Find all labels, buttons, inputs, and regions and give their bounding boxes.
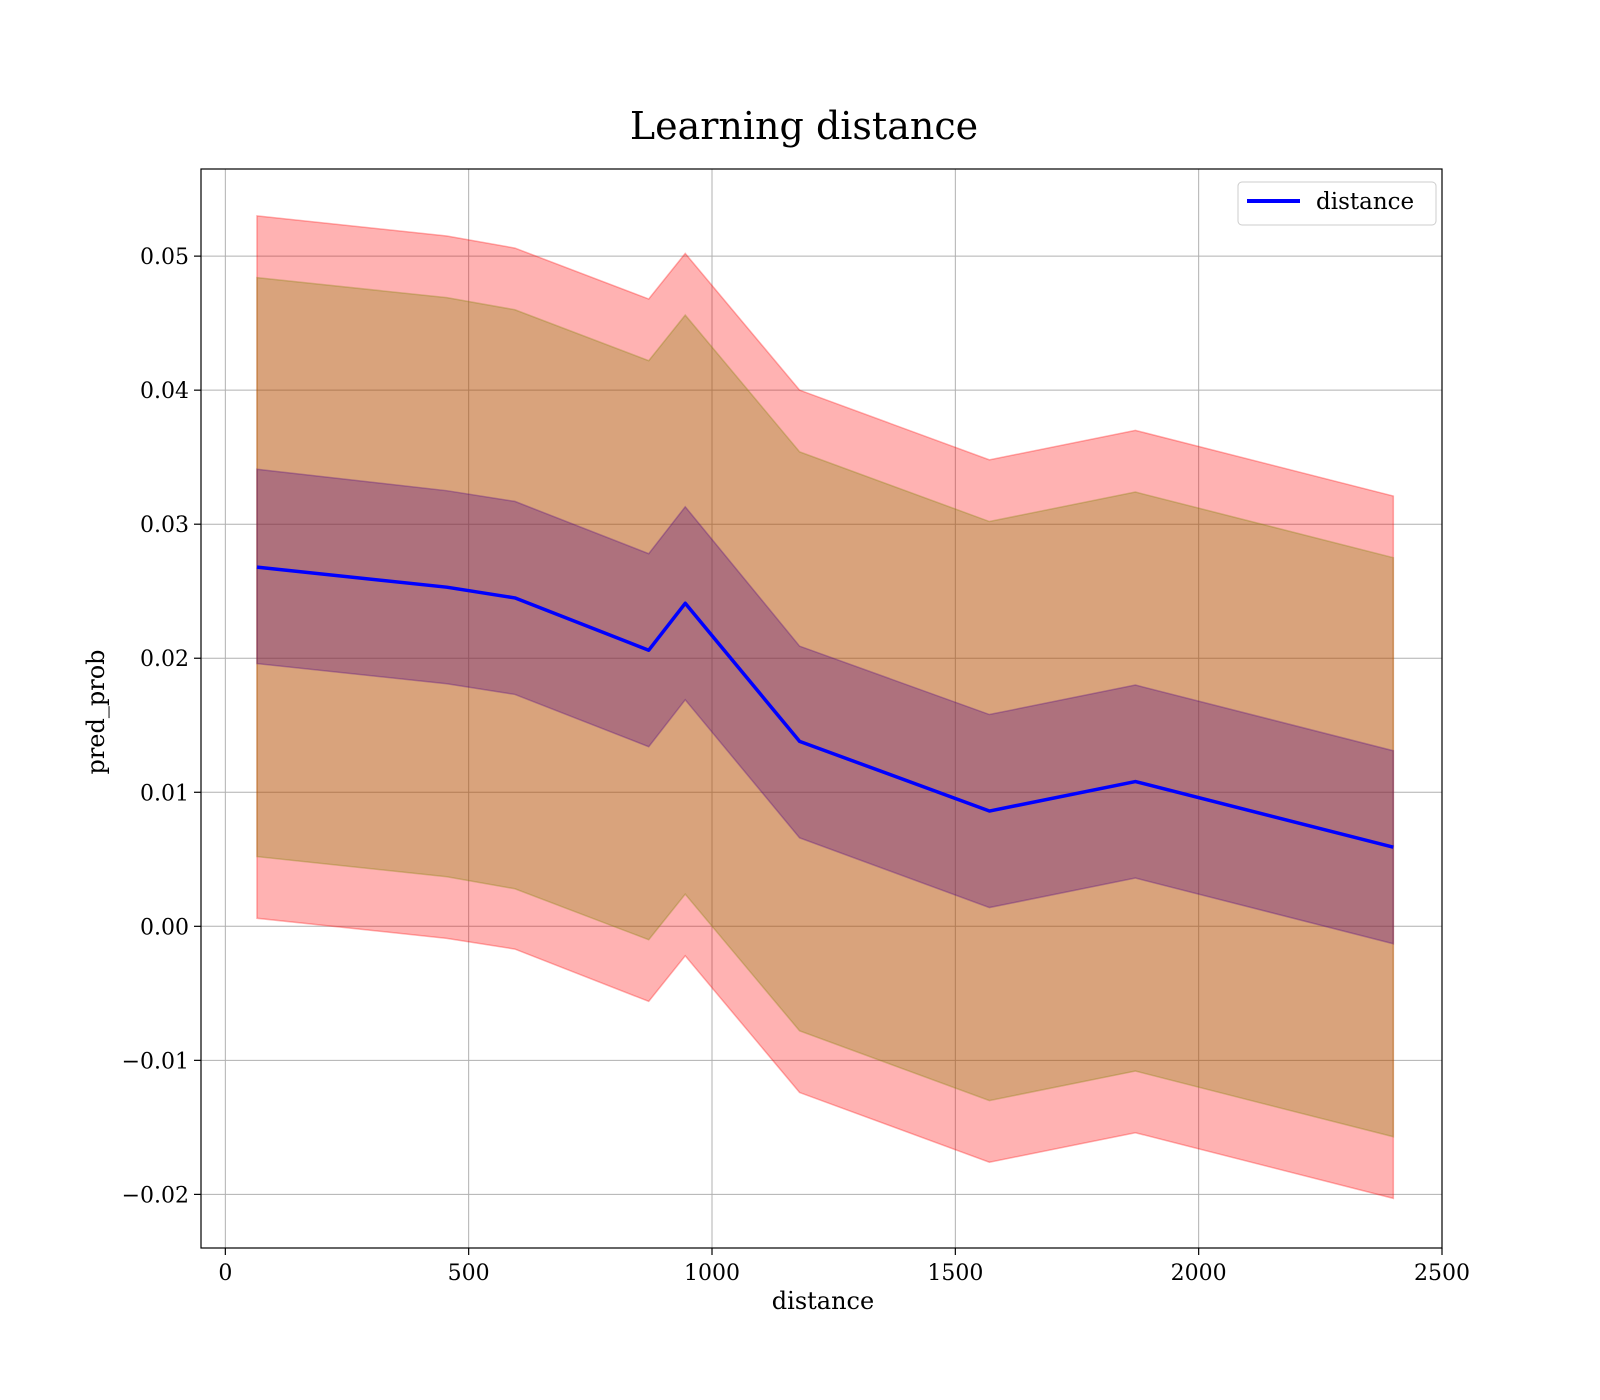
confidence-band-2 [256, 276, 1395, 1138]
y-tick-label: 0.02 [140, 647, 189, 672]
y-tick-label: 0.05 [140, 245, 189, 270]
series-line-distance [256, 565, 1394, 849]
legend: distance [1237, 181, 1437, 226]
confidence-band-1 [256, 215, 1395, 1200]
x-tick-label: 1000 [684, 1261, 740, 1286]
y-tick-label: −0.02 [122, 1183, 189, 1208]
confidence-band-3 [256, 468, 1395, 945]
x-tick-label: 500 [448, 1261, 490, 1286]
y-axis-label: pred_prob [82, 649, 110, 774]
x-tick-label: 2500 [1414, 1261, 1470, 1286]
y-tick-label: −0.01 [122, 1049, 189, 1074]
y-tick-label: 0.03 [140, 513, 189, 538]
series-lines [256, 565, 1394, 849]
y-axis-ticks: −0.02 −0.01 0.00 0.01 0.02 0.03 0.04 0.05 [122, 245, 201, 1208]
x-axis-label: distance [772, 1287, 874, 1315]
chart-title: Learning distance [630, 104, 978, 148]
y-tick-label: 0.01 [140, 781, 189, 806]
x-tick-label: 0 [218, 1261, 232, 1286]
legend-box [1237, 181, 1437, 226]
x-tick-label: 1500 [927, 1261, 983, 1286]
legend-label-distance: distance [1316, 189, 1414, 215]
x-axis-ticks: 0 500 1000 1500 2000 2500 [218, 1248, 1470, 1286]
x-tick-label: 2000 [1171, 1261, 1227, 1286]
y-tick-label: 0.00 [140, 915, 189, 940]
y-tick-label: 0.04 [140, 379, 189, 404]
plot-frame [200, 168, 1443, 1249]
confidence-bands [256, 215, 1395, 1200]
